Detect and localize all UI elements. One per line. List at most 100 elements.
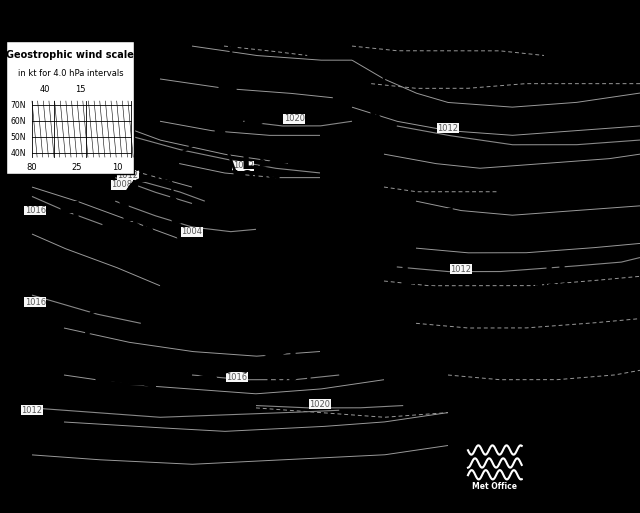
Text: 1016: 1016 [24, 298, 46, 307]
Polygon shape [179, 239, 188, 246]
Text: 50N: 50N [10, 132, 26, 142]
Text: 1007: 1007 [289, 285, 342, 304]
Text: H: H [58, 200, 81, 228]
Polygon shape [144, 384, 156, 388]
Text: 70N: 70N [10, 101, 26, 110]
Polygon shape [280, 238, 294, 245]
Text: 1004: 1004 [353, 131, 406, 150]
Polygon shape [364, 265, 372, 272]
Text: 15: 15 [76, 85, 86, 94]
Polygon shape [341, 199, 349, 207]
Text: in kt for 4.0 hPa intervals: in kt for 4.0 hPa intervals [17, 69, 124, 78]
Bar [461, 433, 529, 492]
Polygon shape [260, 217, 273, 224]
Polygon shape [346, 222, 356, 229]
Text: 1012: 1012 [118, 171, 138, 180]
Text: H: H [216, 77, 239, 105]
Text: 1024: 1024 [204, 98, 257, 117]
Text: L: L [303, 262, 321, 290]
Text: 1004: 1004 [182, 227, 202, 236]
Text: 1010: 1010 [385, 285, 438, 304]
Text: 1012: 1012 [233, 162, 253, 170]
Polygon shape [225, 145, 236, 153]
Polygon shape [86, 328, 93, 337]
Wedge shape [300, 155, 314, 161]
Wedge shape [422, 54, 436, 60]
Wedge shape [479, 71, 492, 79]
Text: H: H [543, 260, 566, 288]
Text: Forecast chart (T+48) Valid 12 UTC Mon 06 May 2024: Forecast chart (T+48) Valid 12 UTC Mon 0… [189, 6, 451, 16]
Text: 1021: 1021 [262, 369, 316, 388]
Text: L: L [92, 360, 110, 388]
Wedge shape [392, 56, 406, 63]
Text: 993: 993 [84, 382, 125, 401]
Polygon shape [360, 158, 367, 167]
Polygon shape [384, 68, 391, 76]
Text: Met Office: Met Office [472, 482, 517, 491]
Text: H: H [275, 348, 298, 376]
Polygon shape [225, 67, 232, 76]
Polygon shape [175, 380, 188, 385]
Polygon shape [118, 199, 129, 206]
Polygon shape [223, 322, 235, 328]
Wedge shape [360, 160, 374, 167]
Polygon shape [207, 302, 219, 309]
Polygon shape [136, 287, 147, 292]
Text: 1008: 1008 [111, 180, 132, 189]
Text: 1007: 1007 [430, 229, 484, 248]
Wedge shape [189, 137, 202, 146]
Text: 1020: 1020 [284, 114, 305, 124]
Polygon shape [234, 169, 245, 177]
Polygon shape [172, 216, 181, 224]
Polygon shape [90, 307, 101, 314]
Polygon shape [186, 260, 196, 267]
Text: 1016: 1016 [45, 222, 99, 241]
Text: 1012: 1012 [22, 406, 42, 415]
Polygon shape [108, 292, 120, 297]
Polygon shape [154, 169, 163, 177]
Polygon shape [357, 243, 366, 250]
Polygon shape [370, 136, 377, 145]
Text: 1018: 1018 [503, 189, 557, 208]
Text: 1012: 1012 [438, 124, 458, 133]
Polygon shape [114, 383, 124, 389]
Text: 40N: 40N [10, 149, 26, 157]
Polygon shape [263, 359, 276, 363]
Polygon shape [231, 42, 239, 51]
Wedge shape [215, 126, 228, 133]
Text: 1016: 1016 [24, 206, 46, 215]
Polygon shape [376, 113, 383, 122]
Text: 1004: 1004 [134, 167, 188, 186]
Wedge shape [269, 159, 284, 165]
Polygon shape [193, 282, 204, 289]
Text: L: L [150, 145, 168, 173]
Text: 10: 10 [113, 163, 123, 172]
Text: metoffice.gov.uk: metoffice.gov.uk [547, 445, 622, 455]
Text: 25: 25 [72, 163, 82, 172]
Wedge shape [330, 155, 344, 161]
Polygon shape [348, 178, 354, 187]
Text: 80: 80 [27, 163, 37, 172]
Polygon shape [168, 172, 177, 180]
Text: © Crown Copyright: © Crown Copyright [544, 469, 625, 478]
Text: L: L [241, 147, 259, 175]
Text: 1020: 1020 [310, 400, 330, 409]
Polygon shape [221, 92, 228, 101]
Text: 1012: 1012 [451, 265, 471, 274]
Polygon shape [246, 193, 258, 201]
Wedge shape [244, 119, 259, 125]
Text: L: L [120, 199, 138, 227]
Text: Geostrophic wind scale: Geostrophic wind scale [6, 50, 134, 61]
Wedge shape [452, 60, 466, 67]
Text: L: L [444, 207, 462, 235]
Polygon shape [102, 369, 108, 379]
Wedge shape [127, 181, 138, 191]
Text: 60N: 60N [10, 116, 26, 126]
Text: H: H [515, 167, 538, 195]
Polygon shape [171, 194, 178, 202]
Text: L: L [367, 110, 385, 137]
Polygon shape [242, 339, 255, 344]
Wedge shape [168, 153, 179, 163]
Text: L: L [399, 262, 417, 290]
Polygon shape [302, 259, 314, 267]
